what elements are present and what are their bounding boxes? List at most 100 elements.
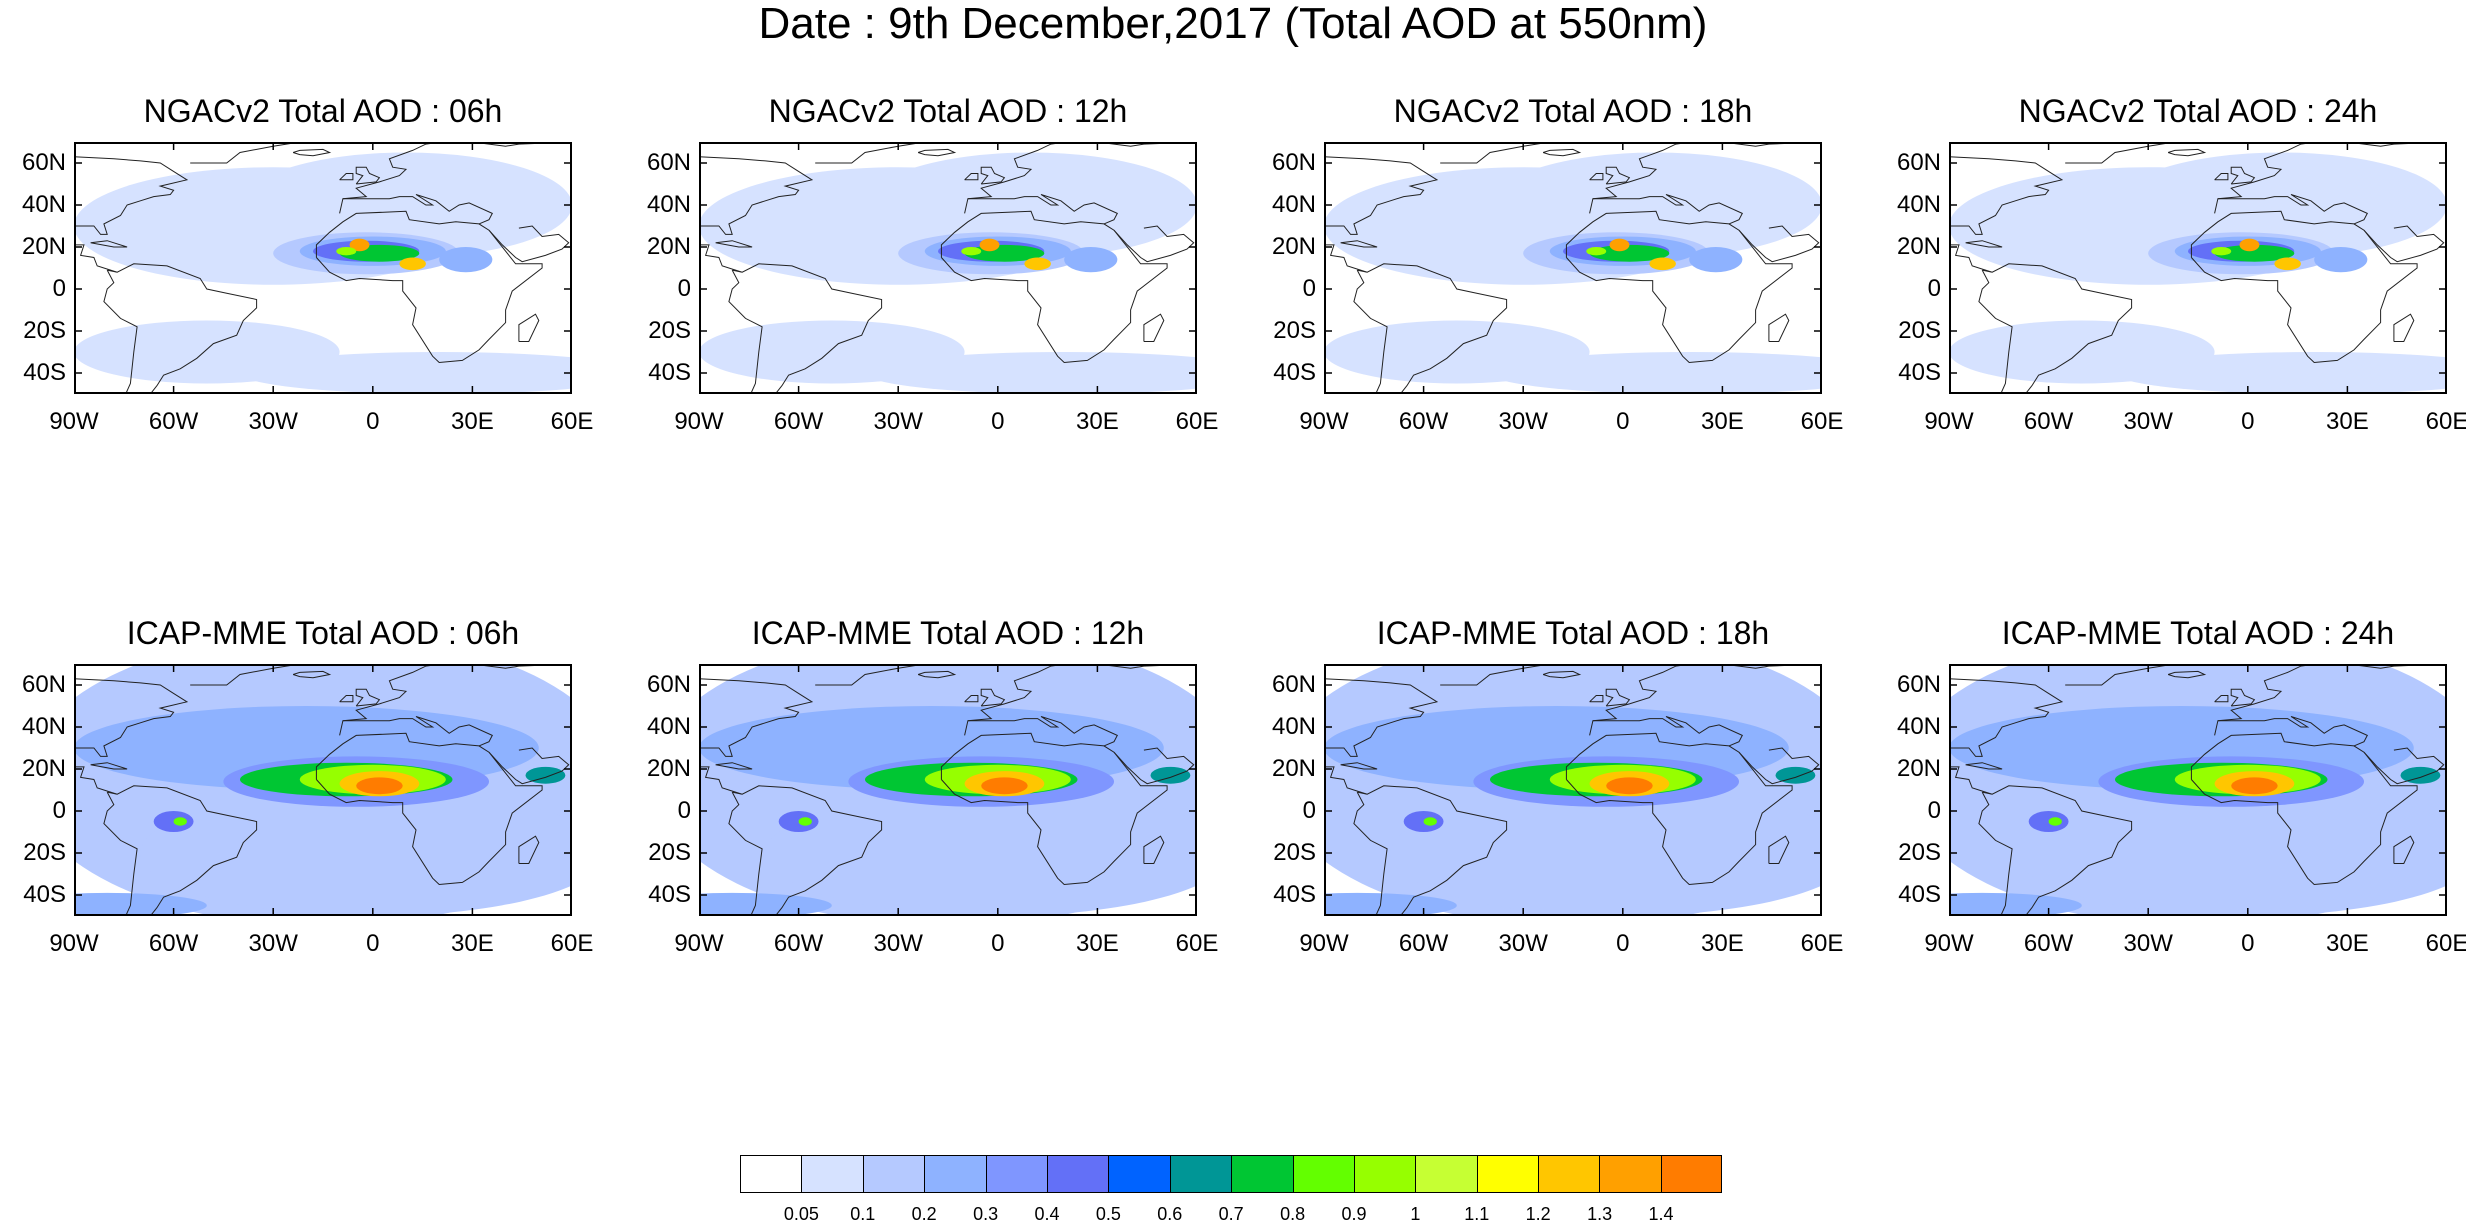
lon-label: 30W <box>873 930 923 957</box>
coastline <box>815 142 925 164</box>
lat-label: 0 <box>52 275 66 302</box>
lon-label: 0 <box>2241 408 2255 435</box>
colorbar-swatch <box>1353 1155 1416 1193</box>
aod-map <box>1949 142 2447 394</box>
coastline <box>518 313 540 342</box>
coastline <box>1738 225 1820 263</box>
lat-label: 20S <box>1898 317 1941 344</box>
lat-label: 40N <box>646 713 691 740</box>
colorbar-swatch <box>862 1155 925 1193</box>
coastline <box>339 142 572 214</box>
lat-label: 40N <box>1896 713 1941 740</box>
coastline <box>339 695 354 703</box>
lat-label: 0 <box>677 797 691 824</box>
aod-map <box>1324 142 1822 394</box>
coastline <box>1324 678 1439 757</box>
coastline <box>728 263 883 394</box>
colorbar-tick-label: 0.8 <box>1280 1204 1306 1224</box>
lon-label: 90W <box>1299 930 1349 957</box>
lat-label: 0 <box>677 275 691 302</box>
coastline <box>292 670 332 679</box>
panel-title: ICAP-MME Total AOD : 06h <box>126 615 520 651</box>
aod-contour <box>1609 238 1630 252</box>
lat-label: 60N <box>21 149 66 176</box>
coastline <box>2214 173 2229 181</box>
colorbar-swatch <box>1415 1155 1477 1193</box>
aod-contour <box>2239 238 2260 252</box>
lat-label: 40S <box>648 359 691 386</box>
lat-label: 40N <box>646 191 691 218</box>
coastline <box>2167 670 2207 679</box>
lon-label: 0 <box>366 408 380 435</box>
coastline <box>488 225 570 263</box>
panel-title: ICAP-MME Total AOD : 18h <box>1376 615 1770 651</box>
coastline <box>940 210 1168 364</box>
colorbar-swatch <box>1231 1155 1293 1193</box>
lon-label: 30W <box>2123 408 2173 435</box>
colorbar-swatch <box>1292 1155 1354 1193</box>
colorbar-tick-label: 1.2 <box>1525 1204 1551 1224</box>
colorbar-swatch <box>1046 1155 1109 1193</box>
coastline <box>1592 716 1743 747</box>
coastline <box>940 732 1168 886</box>
coastline <box>1565 732 1793 886</box>
lat-label: 20N <box>21 755 66 782</box>
colorbar-swatch <box>1660 1155 1723 1193</box>
coastline <box>292 148 332 157</box>
lat-label: 60N <box>21 671 66 698</box>
coastline <box>1738 747 1820 785</box>
colorbar-tick-label: 0.05 <box>783 1204 819 1224</box>
aod-contour <box>2314 247 2368 273</box>
lon-label: 60W <box>773 930 824 957</box>
lat-label: 0 <box>1927 275 1941 302</box>
coastline <box>715 240 753 248</box>
coastline <box>2217 194 2368 225</box>
lat-label: 20S <box>1273 317 1316 344</box>
coastline <box>90 240 128 248</box>
lon-label: 30W <box>2123 930 2173 957</box>
aod-contour <box>1423 817 1437 826</box>
aod-map <box>1949 664 2447 916</box>
lat-label: 60N <box>646 149 691 176</box>
lat-label: 60N <box>1271 149 1316 176</box>
coastline <box>1592 194 1743 225</box>
coastline <box>339 664 572 736</box>
coastline <box>1565 210 1793 364</box>
lon-label: 60E <box>2425 408 2466 435</box>
colorbar-swatch <box>1476 1155 1539 1193</box>
coastline <box>2190 732 2418 886</box>
lat-label: 20S <box>648 839 691 866</box>
colorbar-tick-label: 0.7 <box>1218 1204 1244 1224</box>
lat-label: 40N <box>1271 191 1316 218</box>
coastline <box>103 263 258 394</box>
lat-label: 40S <box>23 881 66 908</box>
lon-label: 90W <box>1924 930 1974 957</box>
lat-label: 0 <box>52 797 66 824</box>
panel-title: ICAP-MME Total AOD : 12h <box>751 615 1145 651</box>
colorbar-tick-label: 1.4 <box>1648 1204 1674 1224</box>
colorbar-swatch <box>801 1155 863 1193</box>
coastline <box>2393 313 2415 342</box>
coastline <box>1589 695 1604 703</box>
coastline <box>190 664 300 686</box>
lat-label: 20S <box>23 839 66 866</box>
lon-label: 90W <box>1924 408 1974 435</box>
coastline <box>1340 762 1378 770</box>
coastline <box>1978 785 2133 916</box>
lat-label: 0 <box>1302 275 1316 302</box>
lon-label: 60W <box>148 930 199 957</box>
lat-label: 20N <box>1271 755 1316 782</box>
coastline <box>1324 244 1368 273</box>
lat-label: 60N <box>646 671 691 698</box>
lat-label: 20S <box>23 317 66 344</box>
aod-map <box>699 664 1197 916</box>
coastline <box>1605 688 1631 707</box>
coastline <box>1353 263 1508 394</box>
main-title: Date : 9th December,2017 (Total AOD at 5… <box>758 0 1708 48</box>
lat-label: 40S <box>1898 359 1941 386</box>
coastline <box>967 194 1118 225</box>
aod-field <box>74 142 572 394</box>
coastline <box>1965 240 2003 248</box>
coastline <box>1949 244 1993 273</box>
aod-map <box>74 664 572 916</box>
